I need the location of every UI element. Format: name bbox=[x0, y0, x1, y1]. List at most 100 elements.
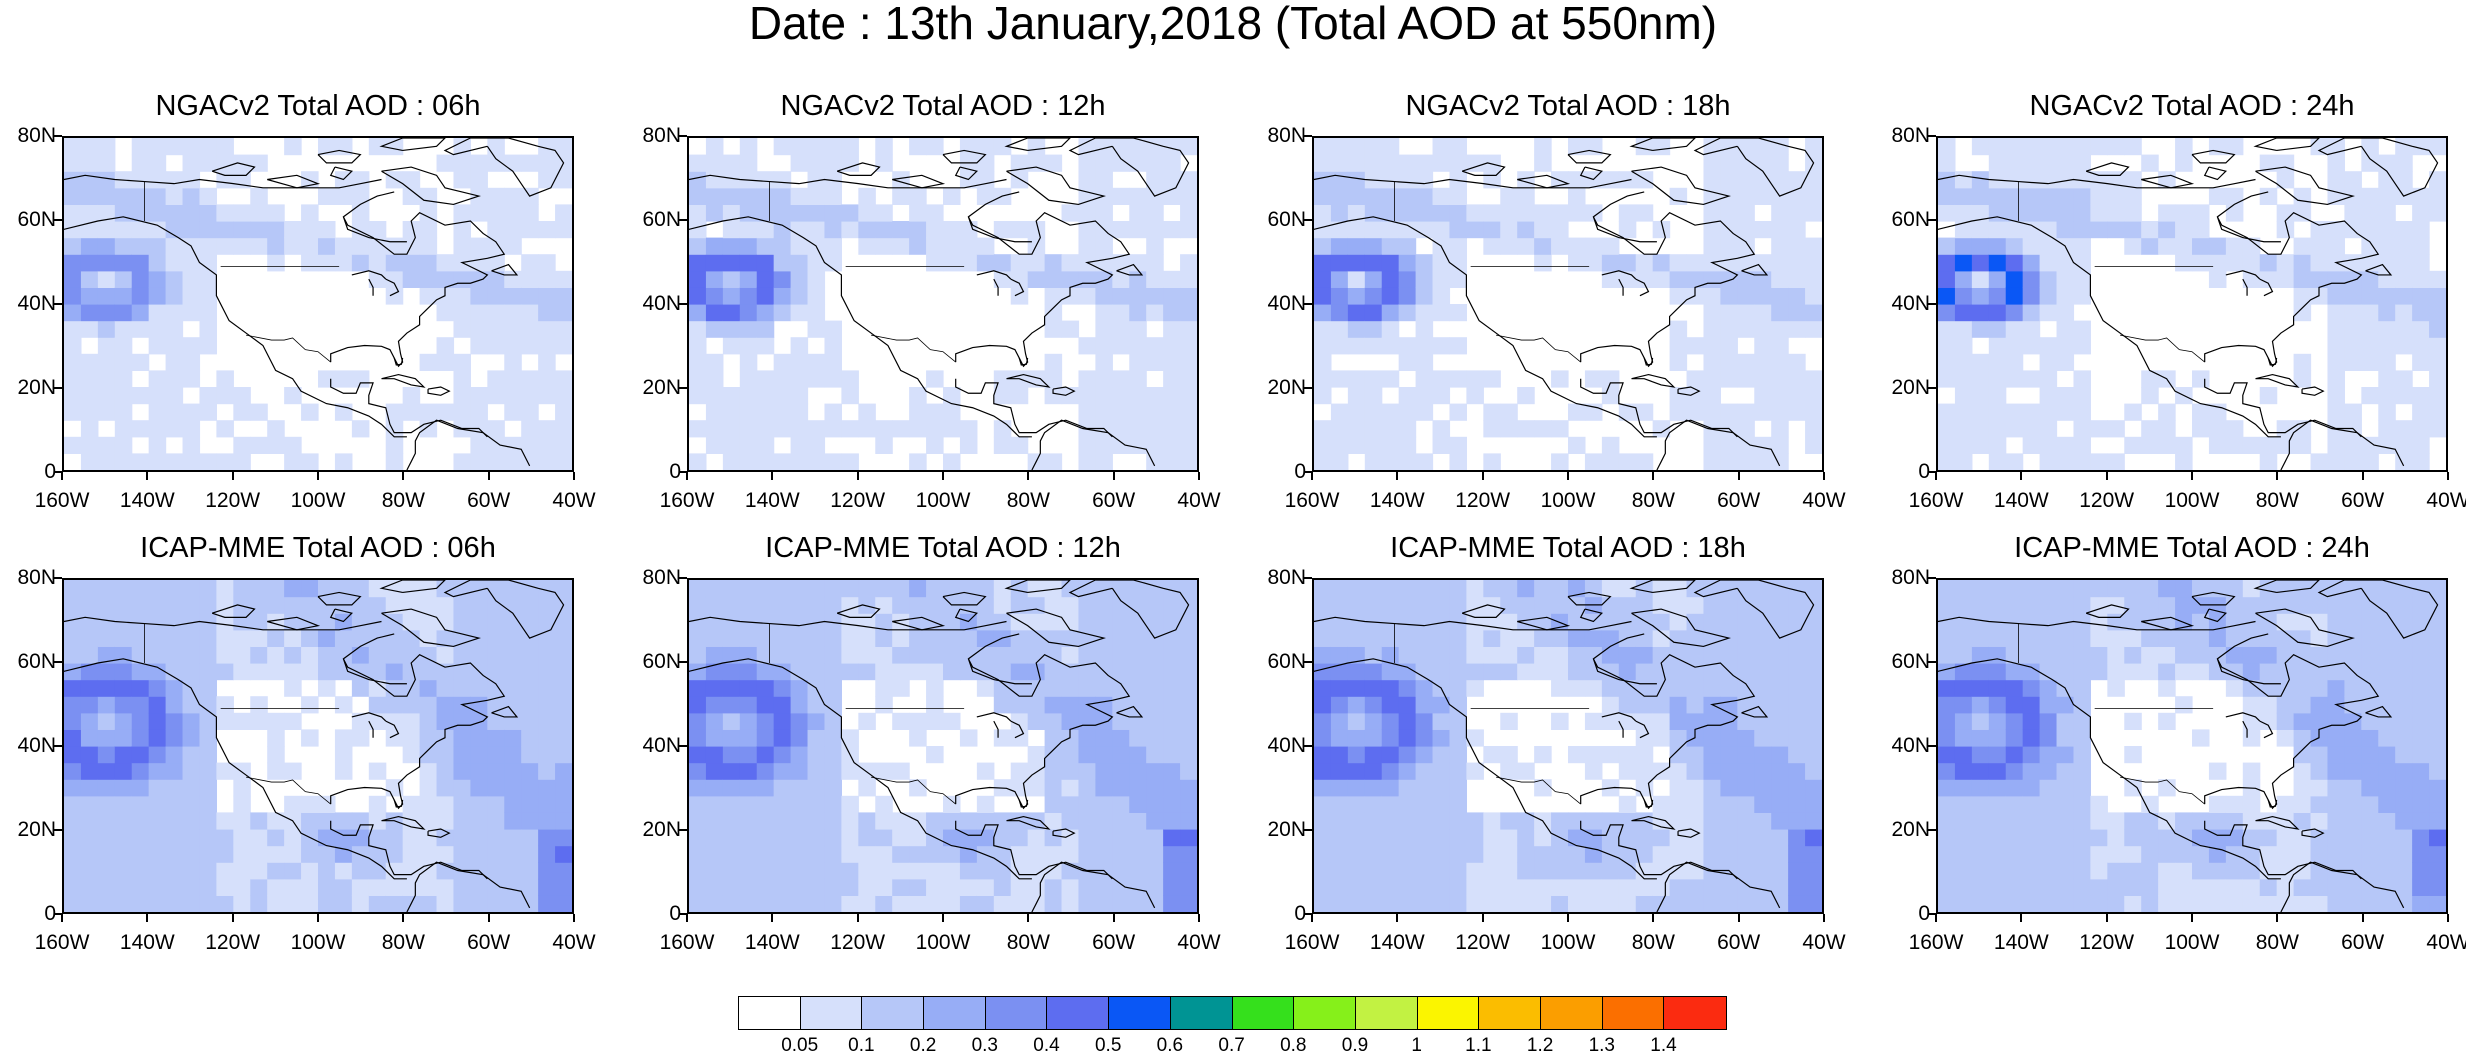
aod-cell bbox=[1988, 154, 2007, 172]
aod-cell bbox=[1364, 138, 1383, 156]
aod-cell bbox=[1044, 712, 1063, 730]
aod-cell bbox=[2158, 679, 2176, 697]
aod-cell bbox=[1635, 712, 1654, 730]
aod-cell bbox=[216, 895, 234, 912]
aod-cell bbox=[807, 729, 826, 747]
aod-cell bbox=[1095, 746, 1113, 764]
aod-cell bbox=[2208, 254, 2227, 272]
aod-cell bbox=[182, 712, 201, 730]
lat-tick-mark bbox=[54, 577, 62, 579]
aod-cell bbox=[722, 696, 741, 714]
aod-cell bbox=[1517, 878, 1535, 896]
aod-cell bbox=[80, 829, 99, 847]
aod-cell bbox=[2039, 712, 2058, 730]
aod-cell bbox=[1398, 204, 1417, 222]
aod-cell bbox=[739, 353, 758, 371]
aod-cell bbox=[1449, 436, 1467, 454]
lon-tick-label: 60W bbox=[1092, 931, 1136, 954]
aod-cell bbox=[2107, 646, 2125, 664]
aod-cell bbox=[909, 138, 927, 156]
aod-cell bbox=[2039, 895, 2058, 912]
aod-cell bbox=[1771, 779, 1789, 797]
aod-cell bbox=[2005, 812, 2024, 830]
aod-cell bbox=[909, 403, 927, 421]
aod-cell bbox=[1500, 663, 1518, 681]
aod-cell bbox=[1954, 829, 1973, 847]
aod-cell bbox=[402, 613, 421, 631]
aod-cell bbox=[182, 746, 201, 764]
aod-cell bbox=[1669, 254, 1688, 272]
aod-cell bbox=[2361, 746, 2379, 764]
aod-cell bbox=[1954, 696, 1973, 714]
aod-cell bbox=[521, 746, 539, 764]
aod-cell bbox=[2412, 304, 2430, 322]
aod-cell bbox=[1112, 845, 1130, 863]
aod-cell bbox=[1330, 646, 1349, 664]
aod-cell bbox=[1180, 353, 1197, 371]
coastline bbox=[317, 591, 362, 606]
aod-cell bbox=[1584, 746, 1603, 764]
coastline bbox=[1314, 174, 1632, 189]
aod-cell bbox=[1534, 580, 1552, 598]
aod-cell bbox=[182, 862, 201, 880]
aod-cell bbox=[1517, 171, 1535, 189]
aod-cell bbox=[1703, 370, 1721, 388]
aod-cell bbox=[1381, 762, 1400, 780]
aod-cell bbox=[1584, 878, 1603, 896]
aod-cell bbox=[2412, 138, 2430, 156]
aod-cell bbox=[487, 187, 505, 205]
aod-cell bbox=[2225, 829, 2244, 847]
lon-tick-label: 60W bbox=[2341, 489, 2385, 512]
aod-cell bbox=[2090, 629, 2108, 647]
aod-cell bbox=[689, 862, 707, 880]
aod-map bbox=[1314, 580, 1822, 912]
aod-cell bbox=[1534, 878, 1552, 896]
aod-cell bbox=[1415, 221, 1434, 239]
aod-cell bbox=[1129, 696, 1147, 714]
aod-cell bbox=[1364, 320, 1383, 338]
aod-cell bbox=[402, 729, 421, 747]
aod-cell bbox=[1163, 762, 1181, 780]
aod-cell bbox=[2039, 304, 2058, 322]
lon-tick-label: 160W bbox=[1284, 931, 1340, 954]
aod-cell bbox=[943, 895, 961, 912]
lon-tick-label: 100W bbox=[915, 931, 971, 954]
aod-cell bbox=[1805, 187, 1822, 205]
aod-cell bbox=[2395, 829, 2413, 847]
aod-cell bbox=[2412, 812, 2430, 830]
aod-cell bbox=[892, 613, 910, 631]
aod-cell bbox=[1551, 679, 1569, 697]
aod-cell bbox=[1314, 795, 1332, 813]
lat-tick-mark bbox=[1928, 471, 1936, 473]
aod-cell bbox=[2327, 795, 2345, 813]
aod-cell bbox=[504, 270, 522, 288]
lat-tick-mark bbox=[679, 135, 687, 137]
aod-cell bbox=[773, 204, 792, 222]
aod-cell bbox=[2327, 845, 2345, 863]
aod-cell bbox=[756, 221, 775, 239]
aod-cell bbox=[790, 878, 809, 896]
aod-cell bbox=[2378, 795, 2396, 813]
aod-cell bbox=[841, 862, 859, 880]
aod-cell bbox=[80, 420, 99, 438]
aod-cell bbox=[1146, 596, 1164, 614]
aod-cell bbox=[114, 337, 133, 355]
aod-cell bbox=[1686, 580, 1705, 598]
aod-cell bbox=[334, 453, 353, 470]
aod-cell bbox=[1364, 779, 1383, 797]
aod-cell bbox=[1095, 353, 1113, 371]
aod-cell bbox=[1163, 712, 1181, 730]
aod-cell bbox=[1146, 812, 1164, 830]
aod-cell bbox=[284, 237, 302, 255]
aod-cell bbox=[1805, 746, 1822, 764]
aod-cell bbox=[199, 878, 217, 896]
aod-cell bbox=[1112, 812, 1130, 830]
aod-cell bbox=[2344, 337, 2362, 355]
aod-cell bbox=[1415, 204, 1434, 222]
aod-cell bbox=[233, 237, 251, 255]
aod-cell bbox=[2208, 629, 2227, 647]
aod-cell bbox=[1078, 370, 1096, 388]
aod-cell bbox=[1669, 320, 1688, 338]
lon-tick-label: 40W bbox=[1802, 489, 1846, 512]
aod-cell bbox=[453, 729, 471, 747]
